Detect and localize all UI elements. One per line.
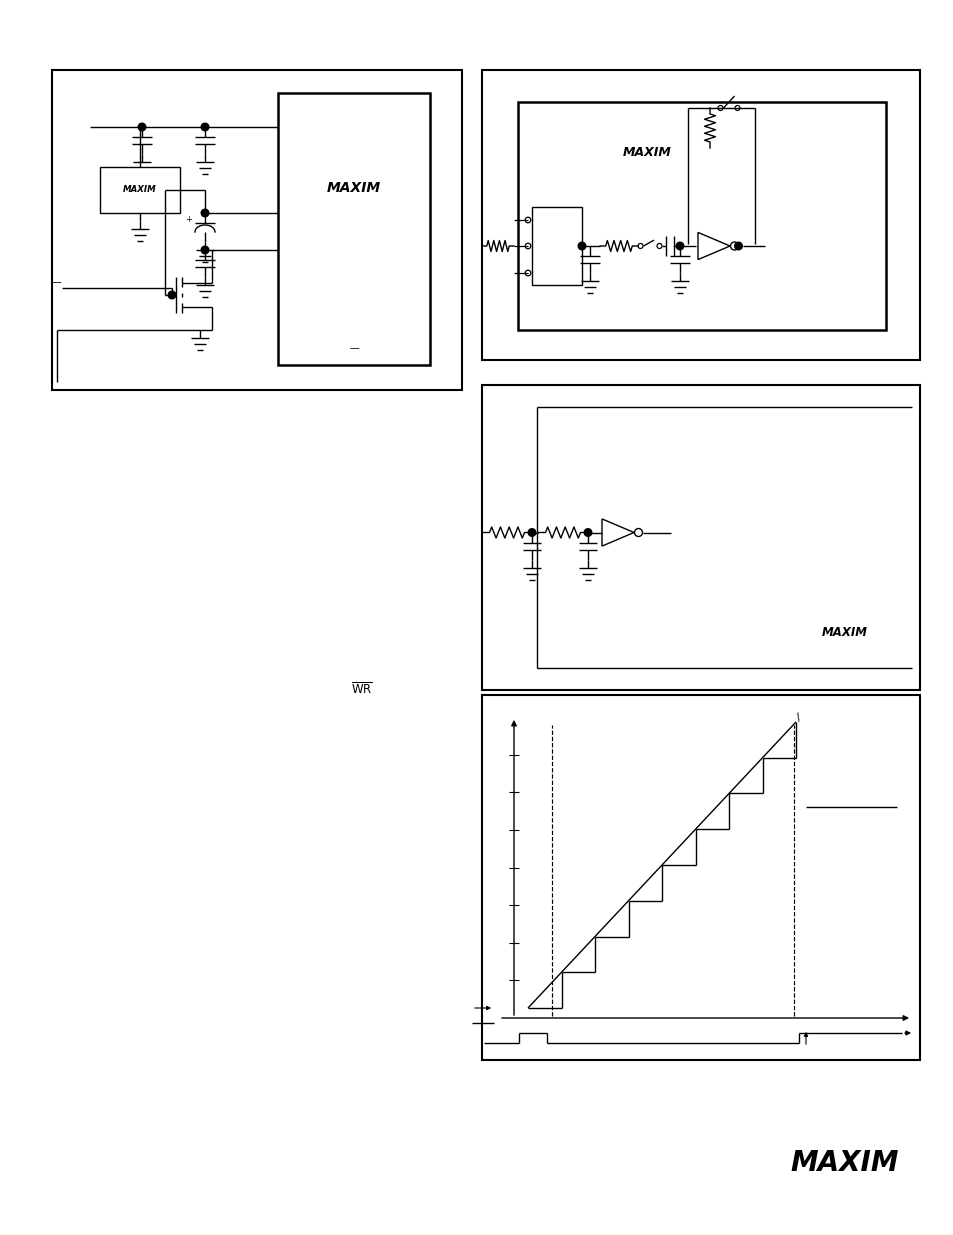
Circle shape xyxy=(676,242,683,249)
Circle shape xyxy=(138,124,146,131)
Circle shape xyxy=(201,246,209,254)
Bar xyxy=(52,70,461,390)
Circle shape xyxy=(201,209,209,217)
Bar xyxy=(100,167,180,212)
Circle shape xyxy=(734,242,741,249)
Bar xyxy=(481,70,919,359)
Bar xyxy=(517,103,885,330)
Text: MAXIM: MAXIM xyxy=(821,625,867,638)
Circle shape xyxy=(583,529,591,536)
Text: /: / xyxy=(795,713,802,724)
Text: +: + xyxy=(186,215,193,225)
Circle shape xyxy=(578,242,585,249)
Bar xyxy=(481,385,919,690)
Text: MAXIM: MAXIM xyxy=(621,146,671,158)
Text: $\overline{\mathregular{WR}}$: $\overline{\mathregular{WR}}$ xyxy=(351,682,373,697)
Text: —: — xyxy=(52,277,62,287)
Text: MAXIM: MAXIM xyxy=(790,1149,899,1177)
Text: MAXIM: MAXIM xyxy=(123,185,156,194)
Text: MAXIM: MAXIM xyxy=(327,182,380,195)
Text: —: — xyxy=(349,343,358,353)
Bar xyxy=(532,207,581,285)
Circle shape xyxy=(528,529,536,536)
Circle shape xyxy=(201,124,209,131)
Circle shape xyxy=(168,291,175,299)
Bar xyxy=(481,695,919,1060)
Bar xyxy=(277,93,430,366)
